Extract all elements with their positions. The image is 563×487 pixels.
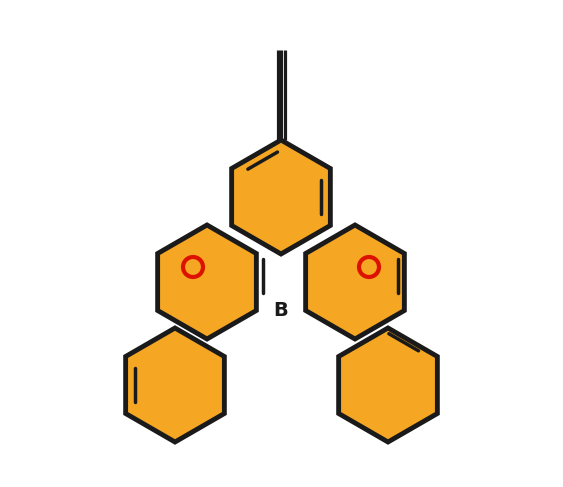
Circle shape — [357, 255, 381, 279]
Polygon shape — [306, 225, 404, 339]
Polygon shape — [338, 328, 437, 442]
Polygon shape — [158, 225, 256, 339]
Circle shape — [181, 255, 205, 279]
Circle shape — [359, 257, 379, 277]
Circle shape — [183, 257, 203, 277]
Polygon shape — [126, 328, 225, 442]
Text: B: B — [274, 300, 288, 319]
Polygon shape — [231, 140, 330, 254]
